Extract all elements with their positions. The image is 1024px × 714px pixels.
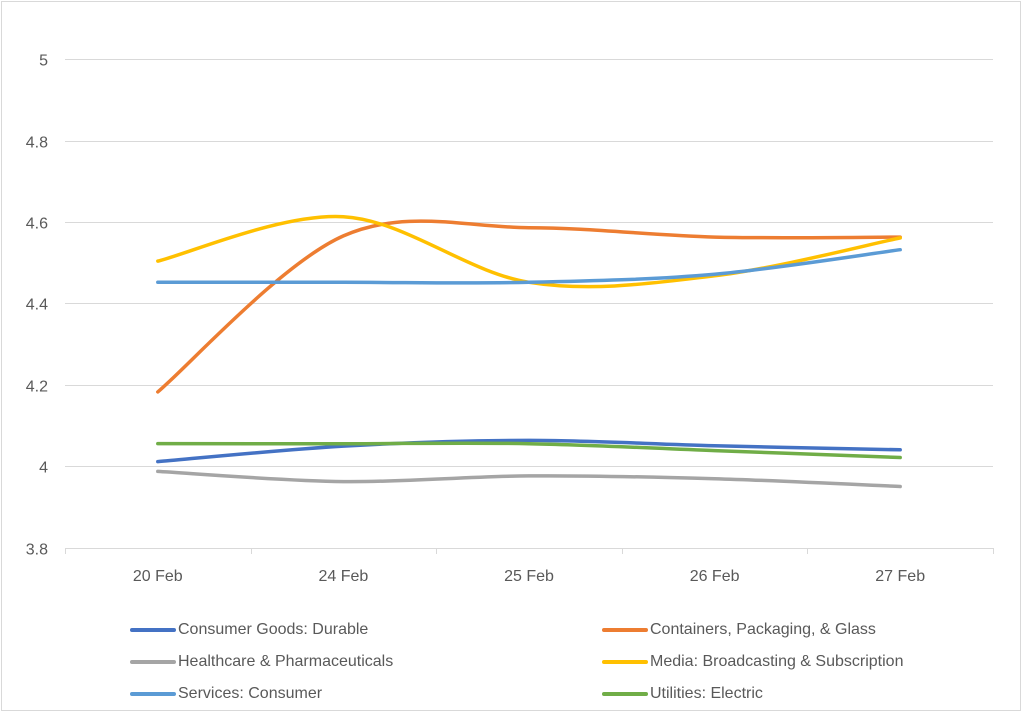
- series-line-consumer-goods-durable: [156, 438, 902, 464]
- legend-item[interactable]: Consumer Goods: Durable: [130, 618, 368, 642]
- legend-label: Healthcare & Pharmaceuticals: [178, 653, 394, 670]
- series-line-utilities-electric: [156, 441, 902, 460]
- legend-item[interactable]: Media: Broadcasting & Subscription: [602, 650, 903, 674]
- y-tick-label: 4.2: [26, 379, 48, 396]
- y-tick-label: 4: [39, 460, 48, 477]
- legend-swatch: [130, 628, 176, 632]
- x-tick-label: 25 Feb: [504, 568, 554, 585]
- x-axis-tick-labels: 20 Feb 24 Feb 25 Feb 26 Feb 27 Feb: [133, 568, 925, 585]
- y-tick-label: 4.8: [26, 135, 48, 152]
- x-axis: [65, 548, 994, 554]
- legend-item[interactable]: Healthcare & Pharmaceuticals: [130, 650, 393, 674]
- series-line-services-consumer: [156, 247, 902, 285]
- legend-swatch: [602, 660, 648, 664]
- legend-label: Services: Consumer: [178, 685, 323, 702]
- legend-label: Containers, Packaging, & Glass: [650, 621, 876, 638]
- y-tick-label: 3.8: [26, 542, 48, 559]
- legend-label: Media: Broadcasting & Subscription: [650, 653, 904, 670]
- y-tick-label: 4.6: [26, 216, 48, 233]
- series-line-healthcare-pharmaceuticals: [156, 469, 902, 489]
- x-tick-label: 26 Feb: [690, 568, 740, 585]
- legend-item[interactable]: Utilities: Electric: [602, 682, 763, 706]
- x-tick-label: 20 Feb: [133, 568, 183, 585]
- series-line-containers-packaging-glass: [156, 219, 902, 394]
- legend-label: Utilities: Electric: [650, 685, 763, 702]
- y-tick-label: 5: [39, 53, 48, 70]
- legend-swatch: [602, 692, 648, 696]
- legend-swatch: [130, 660, 176, 664]
- y-axis-tick-labels: 5 4.8 4.6 4.4 4.2 4 3.8: [26, 53, 48, 559]
- legend-label: Consumer Goods: Durable: [178, 621, 369, 638]
- x-tick-label: 27 Feb: [875, 568, 925, 585]
- x-tick-label: 24 Feb: [318, 568, 368, 585]
- legend-swatch: [602, 628, 648, 632]
- series-lines: [156, 214, 902, 489]
- legend-item[interactable]: Containers, Packaging, & Glass: [602, 618, 876, 642]
- y-tick-label: 4.4: [26, 297, 48, 314]
- gridlines: [65, 59, 993, 549]
- legend-item[interactable]: Services: Consumer: [130, 682, 322, 706]
- legend-swatch: [130, 692, 176, 696]
